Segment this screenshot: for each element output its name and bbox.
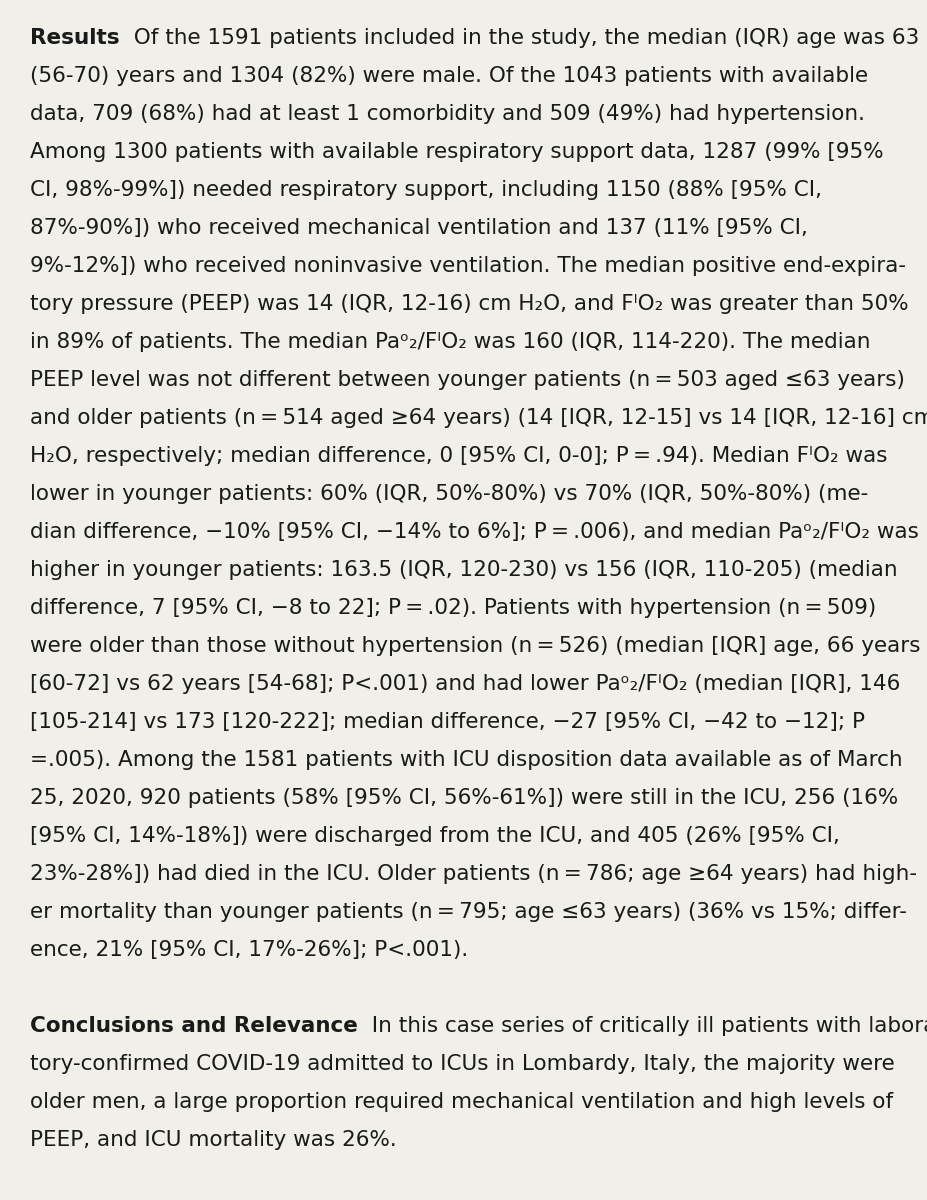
- Text: older men, a large proportion required mechanical ventilation and high levels of: older men, a large proportion required m…: [30, 1092, 893, 1112]
- Text: dian difference, −10% [95% CI, −14% to 6%]; P = .006), and median Paᵒ₂/FᴵO₂ was: dian difference, −10% [95% CI, −14% to 6…: [30, 522, 919, 542]
- Text: higher in younger patients: 163.5 (IQR, 120-230) vs 156 (IQR, 110-205) (median: higher in younger patients: 163.5 (IQR, …: [30, 560, 897, 580]
- Text: Results: Results: [30, 28, 120, 48]
- Text: [60-72] vs 62 years [54-68]; P<.001) and had lower Paᵒ₂/FᴵO₂ (median [IQR], 146: [60-72] vs 62 years [54-68]; P<.001) and…: [30, 674, 900, 694]
- Text: (56-70) years and 1304 (82%) were male. Of the 1043 patients with available: (56-70) years and 1304 (82%) were male. …: [30, 66, 868, 86]
- Text: CI, 98%-99%]) needed respiratory support, including 1150 (88% [95% CI,: CI, 98%-99%]) needed respiratory support…: [30, 180, 822, 200]
- Text: Among 1300 patients with available respiratory support data, 1287 (99% [95%: Among 1300 patients with available respi…: [30, 142, 883, 162]
- Text: data, 709 (68%) had at least 1 comorbidity and 509 (49%) had hypertension.: data, 709 (68%) had at least 1 comorbidi…: [30, 104, 865, 124]
- Text: and older patients (n = 514 aged ≥64 years) (14 [IQR, 12-15] vs 14 [IQR, 12-16] : and older patients (n = 514 aged ≥64 yea…: [30, 408, 927, 428]
- Text: 23%-28%]) had died in the ICU. Older patients (n = 786; age ≥64 years) had high-: 23%-28%]) had died in the ICU. Older pat…: [30, 864, 917, 884]
- Text: =.005). Among the 1581 patients with ICU disposition data available as of March: =.005). Among the 1581 patients with ICU…: [30, 750, 903, 770]
- Text: were older than those without hypertension (n = 526) (median [IQR] age, 66 years: were older than those without hypertensi…: [30, 636, 921, 656]
- Text: PEEP level was not different between younger patients (n = 503 aged ≤63 years): PEEP level was not different between you…: [30, 370, 905, 390]
- Text: Of the 1591 patients included in the study, the median (IQR) age was 63: Of the 1591 patients included in the stu…: [120, 28, 919, 48]
- Text: 87%-90%]) who received mechanical ventilation and 137 (11% [95% CI,: 87%-90%]) who received mechanical ventil…: [30, 218, 807, 238]
- Text: [105-214] vs 173 [120-222]; median difference, −27 [95% CI, −42 to −12]; P: [105-214] vs 173 [120-222]; median diffe…: [30, 712, 865, 732]
- Text: 25, 2020, 920 patients (58% [95% CI, 56%-61%]) were still in the ICU, 256 (16%: 25, 2020, 920 patients (58% [95% CI, 56%…: [30, 788, 898, 808]
- Text: in 89% of patients. The median Paᵒ₂/FᴵO₂ was 160 (IQR, 114-220). The median: in 89% of patients. The median Paᵒ₂/FᴵO₂…: [30, 332, 870, 352]
- Text: difference, 7 [95% CI, −8 to 22]; P = .02). Patients with hypertension (n = 509): difference, 7 [95% CI, −8 to 22]; P = .0…: [30, 598, 876, 618]
- Text: tory pressure (PEEP) was 14 (IQR, 12-16) cm H₂O, and FᴵO₂ was greater than 50%: tory pressure (PEEP) was 14 (IQR, 12-16)…: [30, 294, 908, 314]
- Text: 9%-12%]) who received noninvasive ventilation. The median positive end-expira-: 9%-12%]) who received noninvasive ventil…: [30, 256, 906, 276]
- Text: tory-confirmed COVID-19 admitted to ICUs in Lombardy, Italy, the majority were: tory-confirmed COVID-19 admitted to ICUs…: [30, 1054, 895, 1074]
- Text: PEEP, and ICU mortality was 26%.: PEEP, and ICU mortality was 26%.: [30, 1130, 397, 1150]
- Text: Conclusions and Relevance: Conclusions and Relevance: [30, 1016, 358, 1036]
- Text: ence, 21% [95% CI, 17%-26%]; P<.001).: ence, 21% [95% CI, 17%-26%]; P<.001).: [30, 940, 468, 960]
- Text: er mortality than younger patients (n = 795; age ≤63 years) (36% vs 15%; differ-: er mortality than younger patients (n = …: [30, 902, 907, 922]
- Text: [95% CI, 14%-18%]) were discharged from the ICU, and 405 (26% [95% CI,: [95% CI, 14%-18%]) were discharged from …: [30, 826, 840, 846]
- Text: H₂O, respectively; median difference, 0 [95% CI, 0-0]; P = .94). Median FᴵO₂ was: H₂O, respectively; median difference, 0 …: [30, 446, 887, 466]
- Text: lower in younger patients: 60% (IQR, 50%-80%) vs 70% (IQR, 50%-80%) (me-: lower in younger patients: 60% (IQR, 50%…: [30, 484, 869, 504]
- Text: In this case series of critically ill patients with labora-: In this case series of critically ill pa…: [358, 1016, 927, 1036]
